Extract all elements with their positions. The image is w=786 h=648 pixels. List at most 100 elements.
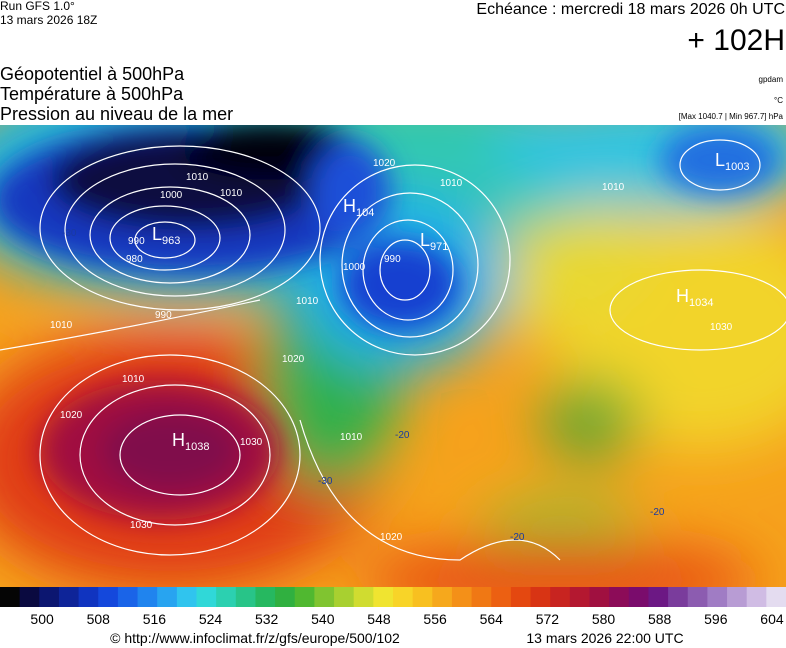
isobar-label: 1010 bbox=[186, 172, 209, 183]
colorbar-label: 588 bbox=[648, 611, 672, 627]
colorbar-swatch bbox=[58, 587, 80, 607]
layer-title: Température à 500hPa bbox=[0, 84, 184, 104]
colorbar-swatch bbox=[491, 587, 512, 607]
isobar-label: 1010 bbox=[340, 432, 363, 443]
run: Run GFS 1.0° bbox=[0, 0, 75, 13]
colorbar-swatch bbox=[314, 587, 335, 607]
isobar-label: 990 bbox=[155, 310, 172, 321]
isobar-label: 1010 bbox=[440, 178, 463, 189]
colorbar-label: 540 bbox=[311, 611, 335, 627]
colorbar-swatch bbox=[530, 587, 551, 607]
isobar-label: 1030 bbox=[240, 437, 263, 448]
colorbar-swatch bbox=[569, 587, 590, 607]
isobar-label: 1020 bbox=[282, 354, 305, 365]
colorbar-swatch bbox=[196, 587, 217, 607]
pressure-center: H1038 bbox=[172, 430, 209, 453]
colorbar-swatch bbox=[353, 587, 374, 607]
colorbar-swatch bbox=[0, 587, 21, 607]
pressure-center: L971 bbox=[420, 230, 448, 253]
colorbar-swatch bbox=[668, 587, 689, 607]
isobar-label: 980 bbox=[126, 254, 143, 265]
colorbar-swatch bbox=[216, 587, 237, 607]
colorbar-label: 580 bbox=[592, 611, 616, 627]
temperature-label: -20 bbox=[510, 532, 525, 543]
isobar-label: 990 bbox=[128, 236, 145, 247]
isobar-label: 1000 bbox=[343, 262, 366, 273]
colorbar-label: 524 bbox=[199, 611, 223, 627]
temperature-label: -30 bbox=[62, 228, 77, 239]
isobar-label: 990 bbox=[384, 254, 401, 265]
colorbar-swatch bbox=[609, 587, 630, 607]
colorbar-label: 532 bbox=[255, 611, 279, 627]
colorbar-swatch bbox=[510, 587, 532, 607]
colorbar-swatch bbox=[628, 587, 649, 607]
colorbar: 500 508 516 524 532 540 548 556 564 572 580 588 596 6… bbox=[0, 587, 786, 627]
isobar-label: 1020 bbox=[373, 158, 396, 169]
temperature-label: -30 bbox=[318, 476, 333, 487]
colorbar-swatch bbox=[589, 587, 610, 607]
map: L963H104L971L1003H1034H10381010100099098… bbox=[0, 125, 786, 587]
lead-time: + 102H bbox=[687, 24, 785, 57]
colorbar-swatch bbox=[471, 587, 492, 607]
colorbar-swatch bbox=[255, 587, 276, 607]
colorbar-swatch bbox=[39, 587, 60, 607]
isobar-label: 1020 bbox=[60, 410, 83, 421]
isobar-label: 1010 bbox=[220, 188, 243, 199]
pressure-center: H1034 bbox=[676, 286, 713, 309]
colorbar-label: 516 bbox=[143, 611, 167, 627]
colorbar-label: 548 bbox=[367, 611, 391, 627]
unit: °C bbox=[774, 96, 783, 105]
colorbar-label: 604 bbox=[760, 611, 784, 627]
isobar-label: 1010 bbox=[122, 374, 145, 385]
colorbar-swatch bbox=[393, 587, 414, 607]
valid-time: Echéance : mercredi 18 mars 2026 0h UTC bbox=[476, 1, 785, 18]
pressure-center: H104 bbox=[343, 196, 374, 219]
issued: 13 mars 2026 22:00 UTC bbox=[526, 630, 683, 646]
unit: [Max 1040.7 | Min 967.7] hPa bbox=[679, 112, 784, 121]
colorbar-swatch bbox=[727, 587, 748, 607]
colorbar-swatch bbox=[648, 587, 669, 607]
isobar-label: 1000 bbox=[160, 190, 183, 201]
isobar-label: 1030 bbox=[710, 322, 733, 333]
colorbar-swatch bbox=[766, 587, 786, 607]
pressure-center: L963 bbox=[152, 224, 180, 247]
isobar-label: 1010 bbox=[602, 182, 625, 193]
isobar-label: 1010 bbox=[296, 296, 319, 307]
colorbar-swatch bbox=[334, 587, 355, 607]
run-date: 13 mars 2026 18Z bbox=[0, 13, 97, 27]
colorbar-swatch bbox=[746, 587, 767, 607]
colorbar-label: 572 bbox=[536, 611, 560, 627]
colorbar-swatch bbox=[275, 587, 296, 607]
pressure-center: L1003 bbox=[715, 150, 750, 173]
colorbar-swatch bbox=[176, 587, 197, 607]
isobar-label: 1020 bbox=[380, 532, 403, 543]
colorbar-swatch bbox=[412, 587, 433, 607]
colorbar-swatch bbox=[117, 587, 139, 607]
colorbar-swatch bbox=[373, 587, 394, 607]
colorbar-label: 500 bbox=[30, 611, 54, 627]
colorbar-swatch bbox=[78, 587, 99, 607]
colorbar-swatch bbox=[707, 587, 728, 607]
colorbar-swatch bbox=[137, 587, 158, 607]
colorbar-swatch bbox=[157, 587, 178, 607]
colorbar-label: 564 bbox=[480, 611, 504, 627]
colorbar-swatch bbox=[432, 587, 453, 607]
colorbar-swatch bbox=[687, 587, 708, 607]
unit: gpdam bbox=[759, 75, 784, 84]
colorbar-label: 508 bbox=[87, 611, 111, 627]
temperature-label: -20 bbox=[395, 430, 410, 441]
layer-title: Pression au niveau de la mer bbox=[0, 104, 233, 124]
colorbar-swatch bbox=[294, 587, 315, 607]
colorbar-swatch bbox=[98, 587, 119, 607]
layer-title: Géopotentiel à 500hPa bbox=[0, 64, 185, 84]
temperature-label: -20 bbox=[650, 507, 665, 518]
colorbar-label: 556 bbox=[423, 611, 447, 627]
isobar-label: 1010 bbox=[50, 320, 73, 331]
colorbar-swatch bbox=[550, 587, 571, 607]
colorbar-swatch bbox=[235, 587, 256, 607]
colorbar-swatch bbox=[19, 587, 40, 607]
isobar-label: 1030 bbox=[130, 520, 153, 531]
colorbar-swatch bbox=[451, 587, 473, 607]
colorbar-label: 596 bbox=[704, 611, 728, 627]
